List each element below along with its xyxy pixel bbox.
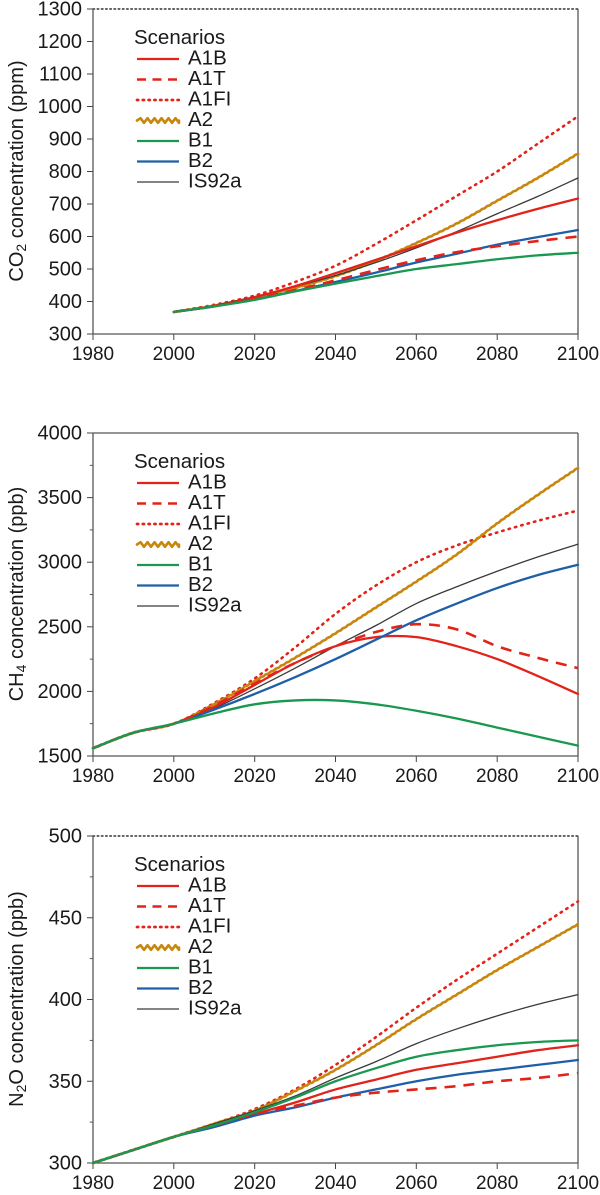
svg-text:IS92a: IS92a — [188, 170, 242, 193]
svg-text:800: 800 — [49, 161, 82, 183]
svg-text:2500: 2500 — [38, 616, 83, 638]
svg-text:4000: 4000 — [38, 423, 83, 445]
svg-text:2060: 2060 — [395, 1173, 437, 1190]
svg-text:2020: 2020 — [234, 1173, 276, 1190]
svg-text:500: 500 — [49, 259, 82, 281]
svg-text:IS92a: IS92a — [188, 594, 242, 617]
svg-text:2060: 2060 — [395, 766, 437, 787]
svg-text:2060: 2060 — [395, 344, 437, 365]
svg-text:2000: 2000 — [38, 681, 83, 703]
svg-text:1500: 1500 — [38, 746, 83, 768]
svg-text:2040: 2040 — [314, 766, 356, 787]
svg-text:600: 600 — [49, 226, 82, 248]
svg-text:1100: 1100 — [39, 64, 82, 86]
svg-text:IS92a: IS92a — [188, 997, 242, 1020]
svg-text:1980: 1980 — [72, 1173, 114, 1190]
svg-text:700: 700 — [49, 194, 82, 216]
svg-text:350: 350 — [49, 1071, 82, 1093]
svg-text:2100: 2100 — [557, 344, 599, 365]
svg-text:2040: 2040 — [314, 344, 356, 365]
svg-text:400: 400 — [49, 291, 82, 313]
svg-text:300: 300 — [49, 324, 82, 346]
svg-text:2100: 2100 — [557, 1173, 599, 1190]
svg-text:2000: 2000 — [153, 344, 195, 365]
svg-text:2020: 2020 — [234, 344, 276, 365]
svg-text:300: 300 — [49, 1153, 82, 1175]
svg-text:2000: 2000 — [153, 766, 195, 787]
svg-text:1300: 1300 — [38, 0, 83, 21]
svg-text:450: 450 — [49, 907, 82, 929]
svg-text:1980: 1980 — [72, 344, 114, 365]
svg-text:2080: 2080 — [476, 1173, 518, 1190]
svg-text:400: 400 — [49, 989, 82, 1011]
svg-text:2080: 2080 — [476, 766, 518, 787]
svg-text:500: 500 — [49, 826, 82, 848]
svg-text:2100: 2100 — [557, 766, 599, 787]
svg-text:2020: 2020 — [234, 766, 276, 787]
svg-text:1200: 1200 — [38, 31, 83, 53]
svg-text:3500: 3500 — [38, 487, 83, 509]
svg-text:900: 900 — [49, 129, 82, 151]
svg-text:1000: 1000 — [38, 96, 83, 118]
svg-text:3000: 3000 — [38, 552, 83, 574]
svg-text:2000: 2000 — [153, 1173, 195, 1190]
svg-text:2040: 2040 — [314, 1173, 356, 1190]
svg-text:1980: 1980 — [72, 766, 114, 787]
svg-text:2080: 2080 — [476, 344, 518, 365]
